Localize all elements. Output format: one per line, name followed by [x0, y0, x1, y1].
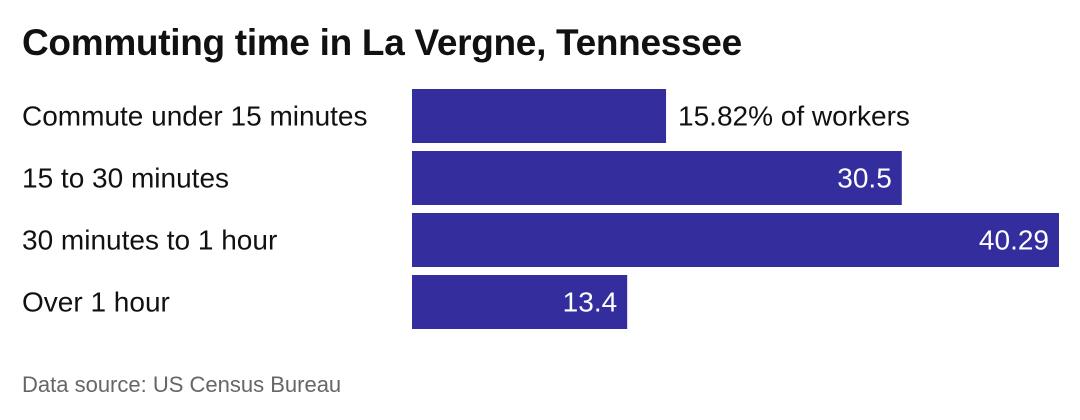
category-label: Over 1 hour [22, 287, 170, 318]
value-label: 30.5 [837, 163, 892, 194]
bar [412, 213, 1059, 267]
bar [412, 275, 628, 329]
category-label: 30 minutes to 1 hour [22, 225, 277, 256]
category-label: Commute under 15 minutes [22, 101, 368, 132]
value-label: 40.29 [979, 225, 1049, 256]
source-note: Data source: US Census Bureau [22, 372, 342, 397]
bar [412, 89, 667, 143]
bar [412, 151, 902, 205]
value-label: 15.82% of workers [678, 101, 910, 132]
category-label: 15 to 30 minutes [22, 163, 229, 194]
chart-title: Commuting time in La Vergne, Tennessee [22, 22, 742, 63]
value-label: 13.4 [563, 287, 618, 318]
